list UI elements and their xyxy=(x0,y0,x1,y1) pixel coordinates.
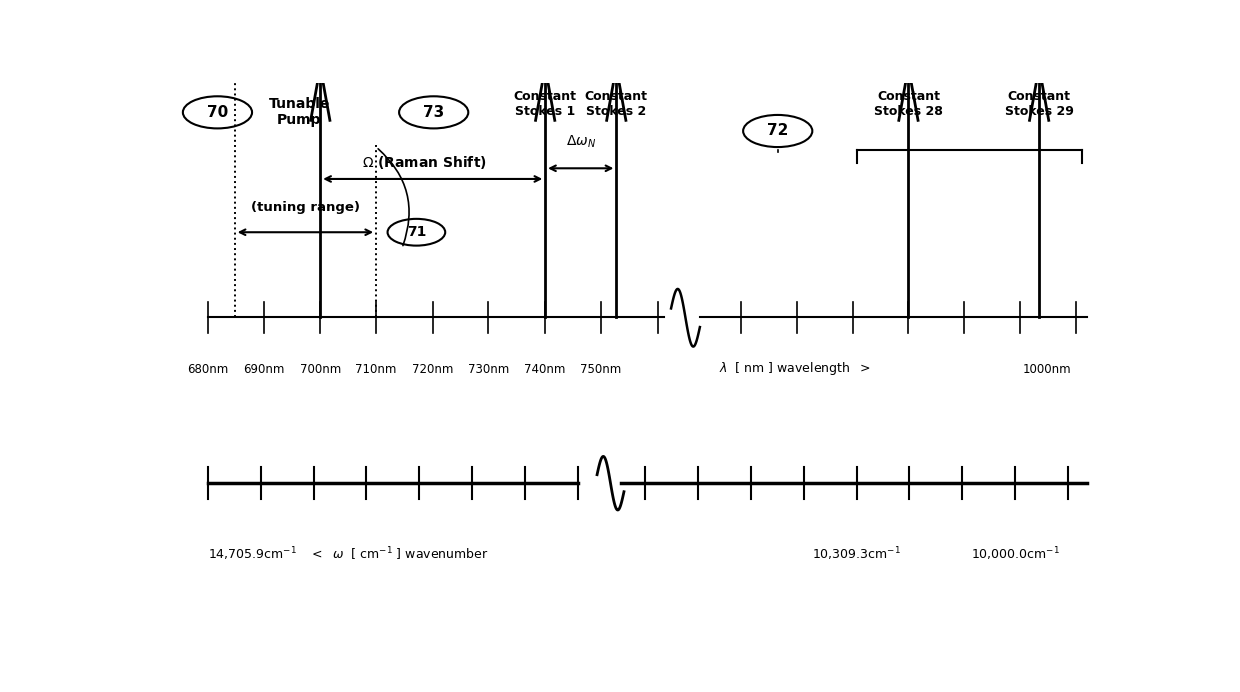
Text: 1000nm: 1000nm xyxy=(1023,363,1071,376)
Text: 680nm: 680nm xyxy=(187,363,228,376)
Text: 71: 71 xyxy=(407,225,427,239)
Text: Constant
Stokes 1: Constant Stokes 1 xyxy=(513,91,577,118)
Text: 720nm: 720nm xyxy=(412,363,454,376)
Text: Tunable
Pump: Tunable Pump xyxy=(269,98,330,127)
Text: Constant
Stokes 29: Constant Stokes 29 xyxy=(1004,91,1074,118)
Text: Constant
Stokes 2: Constant Stokes 2 xyxy=(585,91,647,118)
Text: Constant
Stokes 28: Constant Stokes 28 xyxy=(874,91,942,118)
Text: 72: 72 xyxy=(768,123,789,138)
Text: $\Omega$ (Raman Shift): $\Omega$ (Raman Shift) xyxy=(362,154,486,172)
Text: $<$  $\omega$  [ cm$^{-1}$ ] wavenumber: $<$ $\omega$ [ cm$^{-1}$ ] wavenumber xyxy=(309,546,489,563)
Text: 730nm: 730nm xyxy=(467,363,510,376)
Text: 73: 73 xyxy=(423,105,444,120)
Text: 750nm: 750nm xyxy=(580,363,621,376)
Text: (tuning range): (tuning range) xyxy=(250,201,360,214)
Text: 740nm: 740nm xyxy=(525,363,565,376)
Text: 700nm: 700nm xyxy=(300,363,341,376)
Text: 10,309.3cm$^{-1}$: 10,309.3cm$^{-1}$ xyxy=(812,546,901,563)
Text: 10,000.0cm$^{-1}$: 10,000.0cm$^{-1}$ xyxy=(971,546,1059,563)
Text: 710nm: 710nm xyxy=(356,363,397,376)
Text: 690nm: 690nm xyxy=(243,363,284,376)
Text: $\Delta\omega_N$: $\Delta\omega_N$ xyxy=(565,134,595,149)
Text: 14,705.9cm$^{-1}$: 14,705.9cm$^{-1}$ xyxy=(208,546,296,563)
Text: 70: 70 xyxy=(207,105,228,120)
Text: $\lambda$  [ nm ] wavelength  $>$: $\lambda$ [ nm ] wavelength $>$ xyxy=(719,360,872,377)
